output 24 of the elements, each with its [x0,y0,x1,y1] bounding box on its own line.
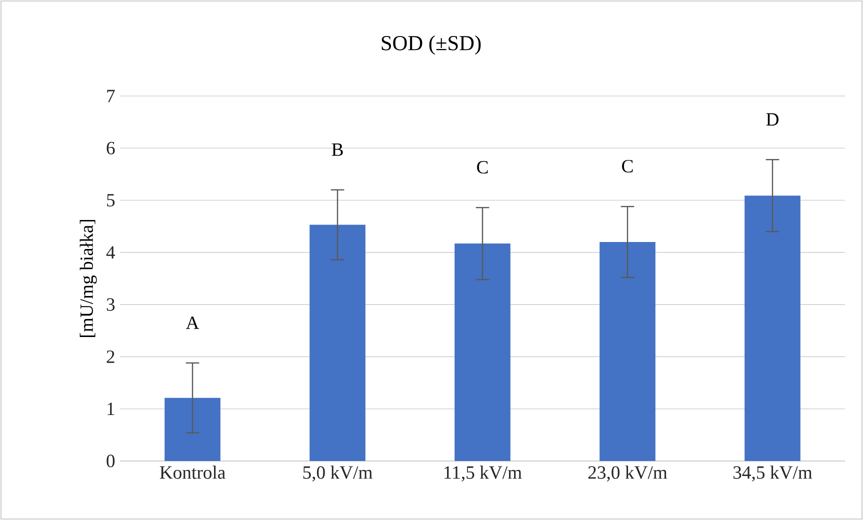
annotation: C [477,160,488,174]
y-tick-label: 7 [107,90,115,102]
annotation: A [186,316,200,329]
y-tick-label: 2 [106,350,114,363]
bar [310,224,366,461]
x-tick-label: 23,0 kV/m [588,466,668,482]
annotation: D [766,113,778,126]
bar [744,196,800,461]
chart-title: SOD (±SD) [382,35,481,55]
annotation: C [622,160,633,172]
y-tick-label: 4 [106,246,116,259]
x-tick-label: 5,0 kV/m [303,466,372,482]
bar [600,242,656,461]
y-tick-label: 1 [108,402,114,416]
y-tick-label: 6 [106,142,115,154]
x-tick-label: 34,5 kV/m [733,466,812,482]
x-tick-label: 11,5 kV/m [444,466,522,482]
y-tick-label: 0 [106,454,115,468]
y-axis-title: [mU/mg białka] [80,220,97,337]
bar [454,244,510,461]
y-tick-label: 5 [107,194,115,206]
y-tick-label: 3 [106,298,115,311]
x-tick-label: Kontrola [160,466,226,479]
annotation: B [332,144,343,156]
